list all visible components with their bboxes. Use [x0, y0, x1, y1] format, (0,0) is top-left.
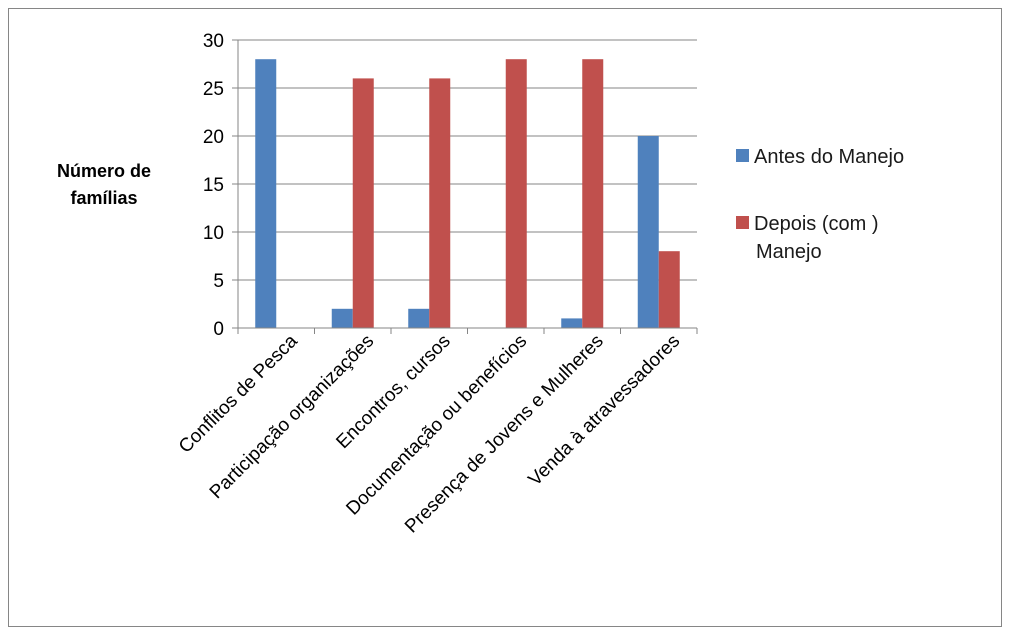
chart-frame: [8, 8, 1002, 627]
bar-antes: [637, 136, 659, 328]
legend-swatch: [736, 149, 749, 162]
legend-swatch: [736, 216, 749, 229]
y-tick-label: 20: [203, 127, 224, 148]
x-category-label: Venda à atravessadores: [525, 331, 685, 491]
y-tick-label: 10: [203, 223, 224, 244]
y-tick-label: 15: [203, 175, 224, 196]
legend: Antes do Manejo Depois (com ) Manejo: [736, 146, 904, 263]
bar-depois: [658, 251, 680, 328]
bar-depois: [505, 59, 527, 328]
bar-antes: [408, 308, 430, 328]
bar-depois: [352, 78, 374, 329]
y-axis-title-line: Número de: [57, 161, 151, 181]
bar-depois: [582, 59, 604, 328]
legend-label: Antes do Manejo: [754, 146, 904, 168]
y-tick-label: 30: [203, 31, 224, 52]
bar-antes: [561, 318, 583, 328]
gridlines: [238, 39, 697, 281]
legend-label: Depois (com ) Manejo: [754, 213, 878, 263]
y-axis-ticks: 0 5 10 15 20 25 30: [203, 31, 224, 340]
bar-antes: [331, 308, 353, 328]
bars: [255, 59, 680, 329]
y-tick-label: 25: [203, 79, 224, 100]
y-axis-title: Número de famílias: [57, 161, 151, 208]
y-axis-title-line: famílias: [70, 188, 137, 208]
bar-antes: [255, 59, 277, 328]
bar-depois: [429, 78, 451, 329]
axes: [232, 39, 698, 334]
y-tick-label: 5: [213, 271, 224, 292]
y-tick-label: 0: [213, 319, 224, 340]
